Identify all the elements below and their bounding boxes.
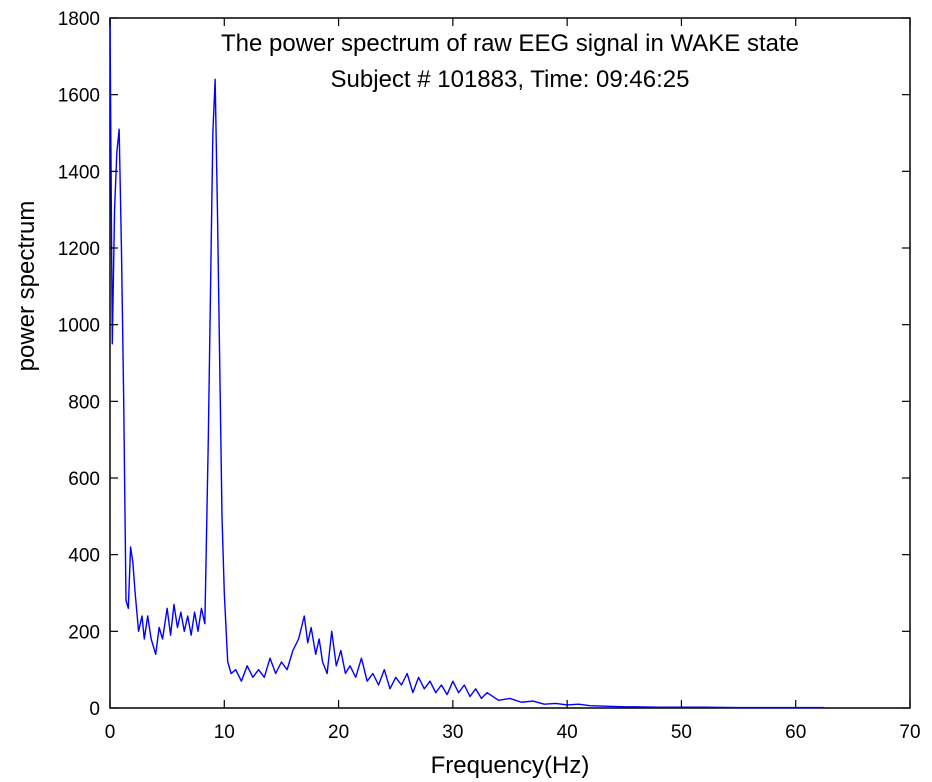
plot-frame bbox=[109, 17, 911, 709]
x-axis-label: Frequency(Hz) bbox=[431, 752, 590, 779]
y-tick-label: 200 bbox=[68, 622, 100, 643]
chart-text: The power spectrum of raw EEG signal in … bbox=[13, 30, 799, 779]
plot-area bbox=[109, 17, 911, 709]
x-tick-label: 20 bbox=[328, 722, 349, 743]
y-tick-label: 600 bbox=[68, 469, 100, 490]
y-tick-label: 1200 bbox=[58, 239, 100, 260]
data-layer bbox=[109, 17, 825, 709]
y-tick-label: 0 bbox=[89, 699, 100, 720]
x-tick-label: 60 bbox=[785, 722, 806, 743]
chart-subtitle: Subject # 101883, Time: 09:46:25 bbox=[331, 66, 690, 93]
series-line-1 bbox=[109, 17, 825, 709]
y-tick-label: 1400 bbox=[58, 162, 100, 183]
y-tick-label: 1600 bbox=[58, 86, 100, 107]
chart-title: The power spectrum of raw EEG signal in … bbox=[221, 30, 799, 57]
x-tick-label: 50 bbox=[671, 722, 692, 743]
y-tick-label: 400 bbox=[68, 546, 100, 567]
y-tick-label: 800 bbox=[68, 392, 100, 413]
y-tick-label: 1800 bbox=[58, 9, 100, 30]
x-tick-label: 0 bbox=[105, 722, 116, 743]
x-tick-label: 30 bbox=[442, 722, 463, 743]
axis-ticks: 0 10 20 30 40 50 60 70 0 200 400 600 800 1000 1200 1400… bbox=[58, 9, 921, 743]
x-tick-label: 40 bbox=[557, 722, 578, 743]
x-tick-label: 10 bbox=[214, 722, 235, 743]
x-tick-label: 70 bbox=[899, 722, 920, 743]
y-tick-label: 1000 bbox=[58, 316, 100, 337]
y-axis-label: power spectrum bbox=[13, 201, 40, 372]
